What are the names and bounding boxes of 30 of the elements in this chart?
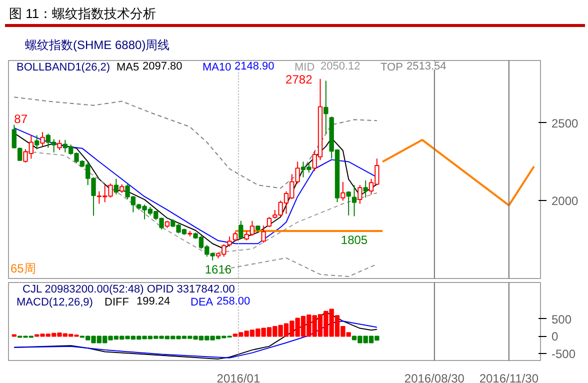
annotation: 1616 bbox=[204, 262, 232, 276]
annotation: 65周 bbox=[10, 262, 36, 276]
y-tick-label: -500 bbox=[552, 347, 576, 362]
annotation: 2097.80 bbox=[142, 60, 182, 72]
x-tick-label: 2016/01 bbox=[216, 372, 260, 383]
y-tick-label: 500 bbox=[552, 312, 572, 326]
text: DIFF bbox=[104, 296, 130, 308]
annotation: 199.24 bbox=[136, 296, 170, 308]
y-tick-label: 2000 bbox=[552, 194, 579, 208]
annotation: 258.00 bbox=[216, 296, 250, 308]
text: TOP bbox=[380, 62, 403, 74]
annotation: 2148.90 bbox=[234, 60, 274, 72]
annotation: CJL 20983200.00(52:48) OPID 3317842.00 bbox=[22, 284, 235, 296]
text: MA10 bbox=[202, 62, 232, 74]
annotation: 2782 bbox=[286, 72, 313, 86]
annotation: 2050.12 bbox=[320, 60, 360, 72]
y-tick-label: 0 bbox=[552, 330, 558, 344]
annotation: 2513.54 bbox=[406, 60, 446, 72]
annotation: BOLLBAND1(26,2) bbox=[16, 62, 110, 74]
text: DEA bbox=[190, 296, 214, 308]
annotation: MACD(12,26,9) bbox=[16, 296, 93, 308]
text: MA5 bbox=[116, 62, 140, 74]
text: MID bbox=[294, 62, 315, 74]
chart-subtitle: 螺纹指数(SHME 6880)周线 bbox=[25, 37, 170, 54]
annotation: 1805 bbox=[340, 233, 368, 248]
x-tick-label: 2016/08/30 bbox=[404, 372, 465, 383]
y-tick-label: 2500 bbox=[552, 116, 579, 130]
annotation: 87 bbox=[14, 112, 28, 126]
chart-title: 图 11：螺纹指数技术分析 bbox=[9, 5, 156, 23]
x-tick-label: 2016/11/30 bbox=[479, 372, 539, 383]
